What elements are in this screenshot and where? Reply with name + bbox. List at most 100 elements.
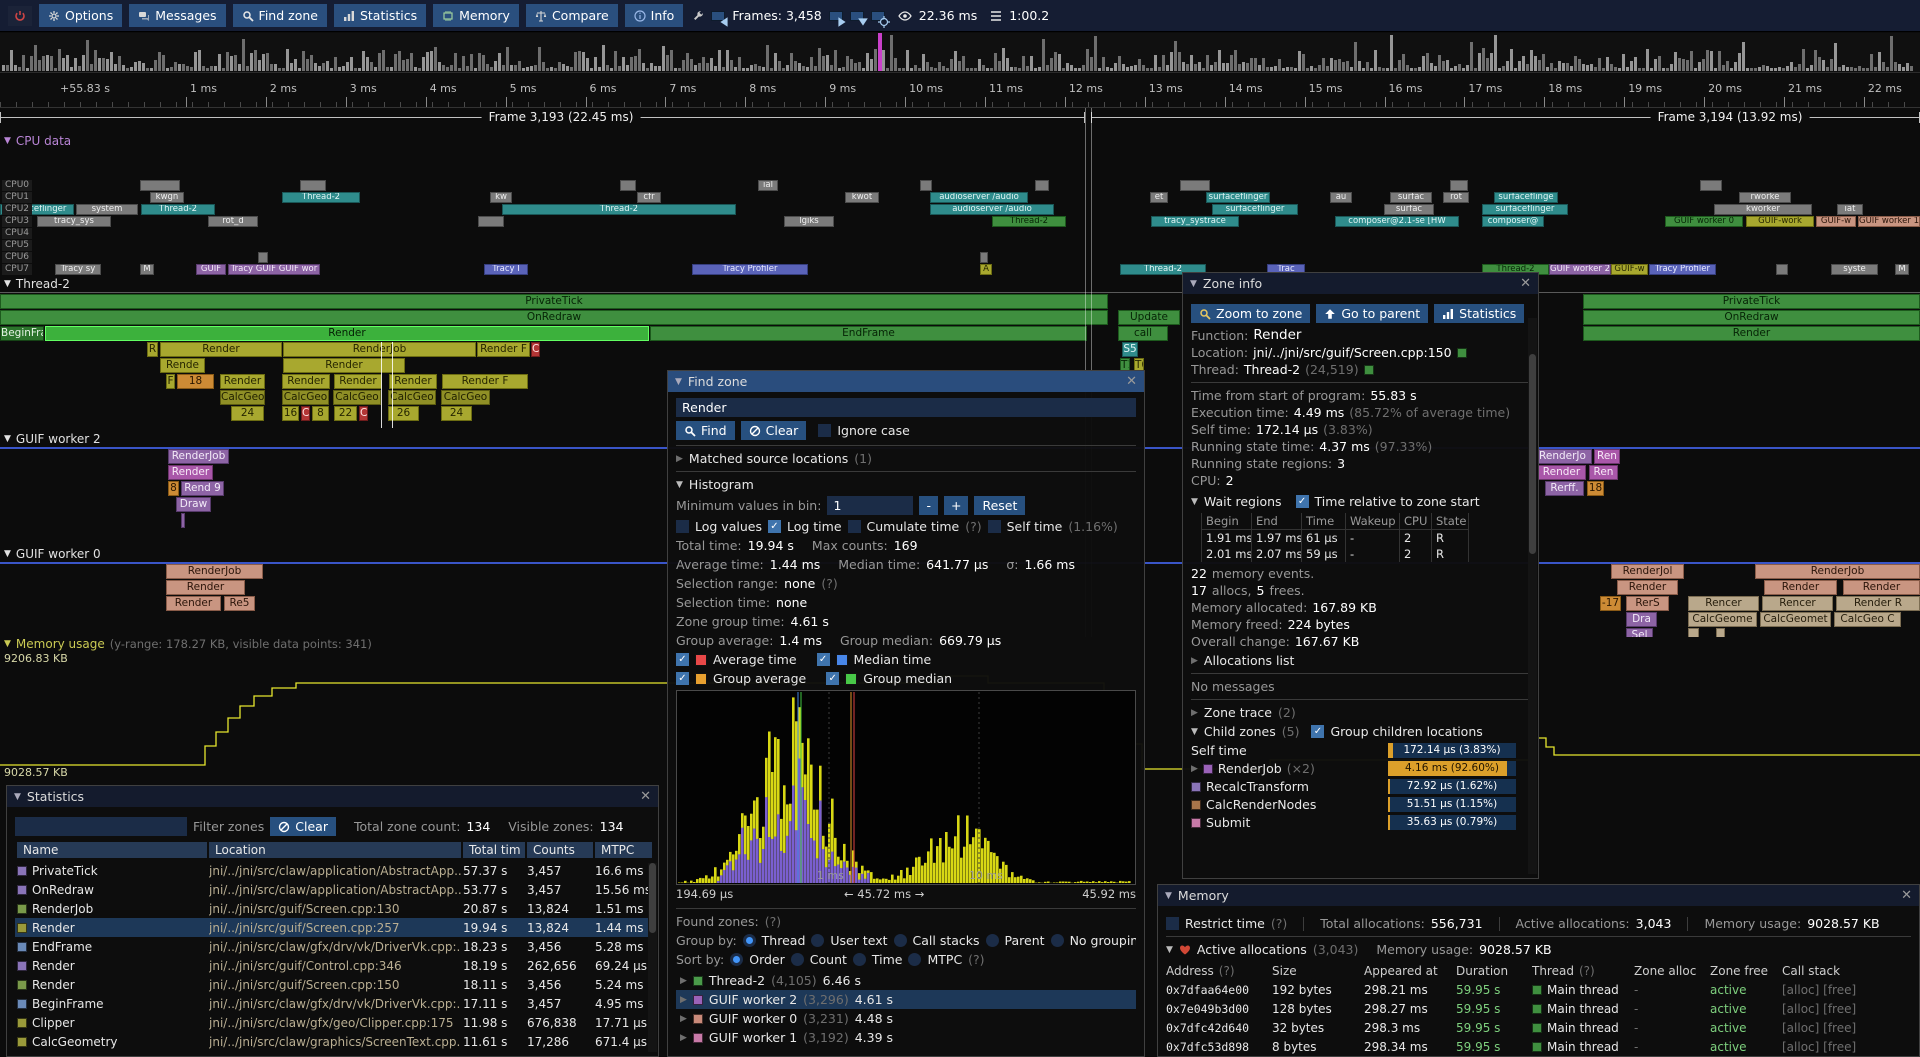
frame-dropdown-button[interactable] [849, 10, 868, 26]
legend-checkbox[interactable]: ✓ [816, 653, 830, 666]
cpu-zone[interactable]: tracy_systrace [1151, 216, 1239, 227]
timeline-zone[interactable]: Render [168, 465, 213, 480]
cpu-zone[interactable]: kworker [1714, 204, 1812, 215]
cpu-zone[interactable] [300, 180, 326, 191]
timeline-zone[interactable]: CalcGeo [441, 390, 490, 405]
zone-info-titlebar[interactable]: ▼ Zone info ✕ [1183, 273, 1538, 294]
child-zone-row[interactable]: Submit 35.63 μs (0.79%) [1191, 815, 1530, 830]
cpu-zone[interactable]: et [1150, 192, 1168, 203]
expand-icon[interactable]: ▶ [680, 1032, 687, 1043]
statistics-titlebar[interactable]: ▼ Statistics ✕ [7, 786, 658, 807]
cpu-zone[interactable] [1035, 180, 1049, 191]
cpu-zone[interactable]: Tracy sy [55, 264, 101, 275]
scrollbar[interactable] [648, 863, 657, 1052]
memory-usage-section-header[interactable]: ▼ Memory usage (y-range: 178.27 KB, visi… [4, 636, 372, 651]
cpu-zone[interactable]: GUIF-w [1816, 216, 1856, 227]
found-zone-group[interactable]: ▶ GUIF worker 2 (3,296) 4.61 s [676, 990, 1136, 1009]
clear-button[interactable]: Clear [740, 421, 807, 440]
group-children-checkbox[interactable]: ✓ [1311, 725, 1325, 738]
stats-column-header[interactable]: Name [17, 842, 207, 858]
found-zone-group[interactable]: ▶ Thread-2 (4,105) 6.46 s [676, 971, 1136, 990]
cpu-zone[interactable]: audioserver /audio [930, 204, 1054, 215]
self-time-checkbox[interactable] [987, 520, 1001, 533]
toolbar-button-memory[interactable]: Memory [433, 4, 519, 27]
cpu-zone[interactable]: rot [1443, 192, 1469, 203]
cpu-zone[interactable]: GUIF-work [1746, 216, 1814, 227]
timeline-zone[interactable]: RenderJob [1755, 564, 1920, 579]
stats-column-header[interactable]: Counts [527, 842, 593, 858]
timeline-zone[interactable]: 24 [231, 406, 264, 421]
zoom-to-zone-button[interactable]: Zoom to zone [1191, 304, 1311, 323]
decrement-button[interactable]: - [919, 496, 938, 515]
cumulate-time-checkbox[interactable] [847, 520, 861, 533]
timeline-zone[interactable]: Update [1118, 310, 1180, 325]
cpu-zone[interactable]: kwgn [150, 192, 184, 203]
radio-thread[interactable] [742, 934, 756, 947]
stats-row[interactable]: BeginFrame jni/../jni/src/claw/gfx/drv/vk… [15, 994, 650, 1013]
restrict-time-checkbox[interactable] [1166, 917, 1179, 930]
timeline-zone[interactable]: Render [1617, 580, 1678, 595]
frame-overview-strip[interactable] [0, 33, 1920, 73]
cpu-zone[interactable]: surfaceflinger [1206, 192, 1270, 203]
timeline-zone[interactable]: call [1118, 326, 1168, 341]
toolbar-button-statistics[interactable]: Statistics [333, 4, 427, 27]
timeline-zone[interactable]: RenderJol [1611, 564, 1684, 579]
timeline-zone[interactable]: -17 [1600, 596, 1621, 611]
frame-marker[interactable]: Frame 3,194 (13.92 ms) [1091, 108, 1920, 127]
toolbar-button-options[interactable]: Options [39, 4, 123, 27]
timeline-zone[interactable]: CalcGeo [388, 390, 436, 405]
expand-icon[interactable]: ▶ [680, 994, 687, 1005]
timeline-zone[interactable]: CalcGeome [1688, 612, 1757, 627]
cpu-zone[interactable]: Thread-2 [992, 216, 1066, 227]
memory-column-header[interactable]: Size [1272, 964, 1364, 978]
cpu-zone[interactable]: cfr [637, 192, 661, 203]
timeline-zone[interactable]: Render [166, 580, 245, 595]
allocation-row[interactable]: 0x7dfc53d898 8 bytes 298.34 ms 59.95 s Main … [1166, 1037, 1911, 1056]
timeline-zone[interactable]: Render [1537, 465, 1586, 480]
stats-row[interactable]: PrivateTick jni/../jni/src/claw/applicati… [15, 861, 650, 880]
timeline-zone[interactable]: Draw [176, 497, 211, 512]
timeline-zone[interactable]: PrivateTick [0, 294, 1108, 309]
cpu-zone[interactable]: Tracy Profiler [692, 264, 808, 275]
legend-checkbox[interactable]: ✓ [826, 672, 840, 685]
stats-column-header[interactable]: MTPC [595, 842, 652, 858]
radio-call-stacks[interactable] [893, 934, 907, 947]
cpu-zone[interactable] [1700, 180, 1722, 191]
timeline-zone[interactable]: Rende [160, 358, 205, 373]
expand-icon[interactable]: ▶ [1191, 655, 1198, 666]
stats-row[interactable]: Render jni/../jni/src/guif/Screen.cpp:150… [15, 975, 650, 994]
timeline-zone[interactable]: CalcGeo [282, 390, 329, 405]
cpu-zone[interactable]: surfac [1390, 192, 1432, 203]
toolbar-button-compare[interactable]: Compare [525, 4, 618, 27]
expand-icon[interactable]: ▶ [1191, 763, 1198, 774]
stats-column-header[interactable]: Location [209, 842, 461, 858]
cpu-zone[interactable]: ial [758, 180, 778, 191]
power-button[interactable] [8, 5, 32, 26]
cpu-zone[interactable]: iat [1837, 204, 1863, 215]
memory-column-header[interactable]: Appeared at [1364, 964, 1456, 978]
toolbar-button-messages[interactable]: Messages [129, 4, 226, 27]
thread-section-header[interactable]: ▼ Thread-2 [4, 276, 70, 291]
cpu-zone[interactable] [140, 180, 180, 191]
cpu-zone[interactable] [620, 180, 636, 191]
timeline-zone[interactable]: Rencer [1762, 596, 1833, 611]
cpu-zone[interactable]: GUIF-w [1611, 264, 1648, 275]
timeline-zone[interactable]: 16 [282, 406, 299, 421]
source-location[interactable]: jni/../jni/src/guif/Screen.cpp:150 [1253, 345, 1452, 360]
radio-no-grouping[interactable] [1050, 934, 1064, 947]
timeline-zone[interactable]: RenderJob [283, 342, 476, 357]
timeline-zone[interactable]: 18 [177, 374, 214, 389]
child-zone-row[interactable]: ▶ RenderJob (×2) 4.16 ms (92.60%) [1191, 761, 1530, 776]
log-time-checkbox[interactable]: ✓ [767, 520, 781, 533]
timeline-zone[interactable]: C [531, 342, 540, 357]
timeline-zone[interactable]: Render [389, 374, 437, 389]
timeline-zone[interactable] [1688, 628, 1699, 637]
find-button[interactable]: Find [676, 421, 735, 440]
timeline-zone[interactable]: F [166, 374, 175, 389]
timeline-zone[interactable]: Render F [477, 342, 530, 357]
frame-marker[interactable]: Frame 3,193 (22.45 ms) [0, 108, 1085, 127]
cpu-zone[interactable]: Thread-2 [1120, 264, 1206, 275]
timeline-zone[interactable]: OnRedraw [1583, 310, 1920, 325]
timeline-zone[interactable]: Render [283, 358, 405, 373]
radio-order[interactable] [730, 953, 744, 966]
